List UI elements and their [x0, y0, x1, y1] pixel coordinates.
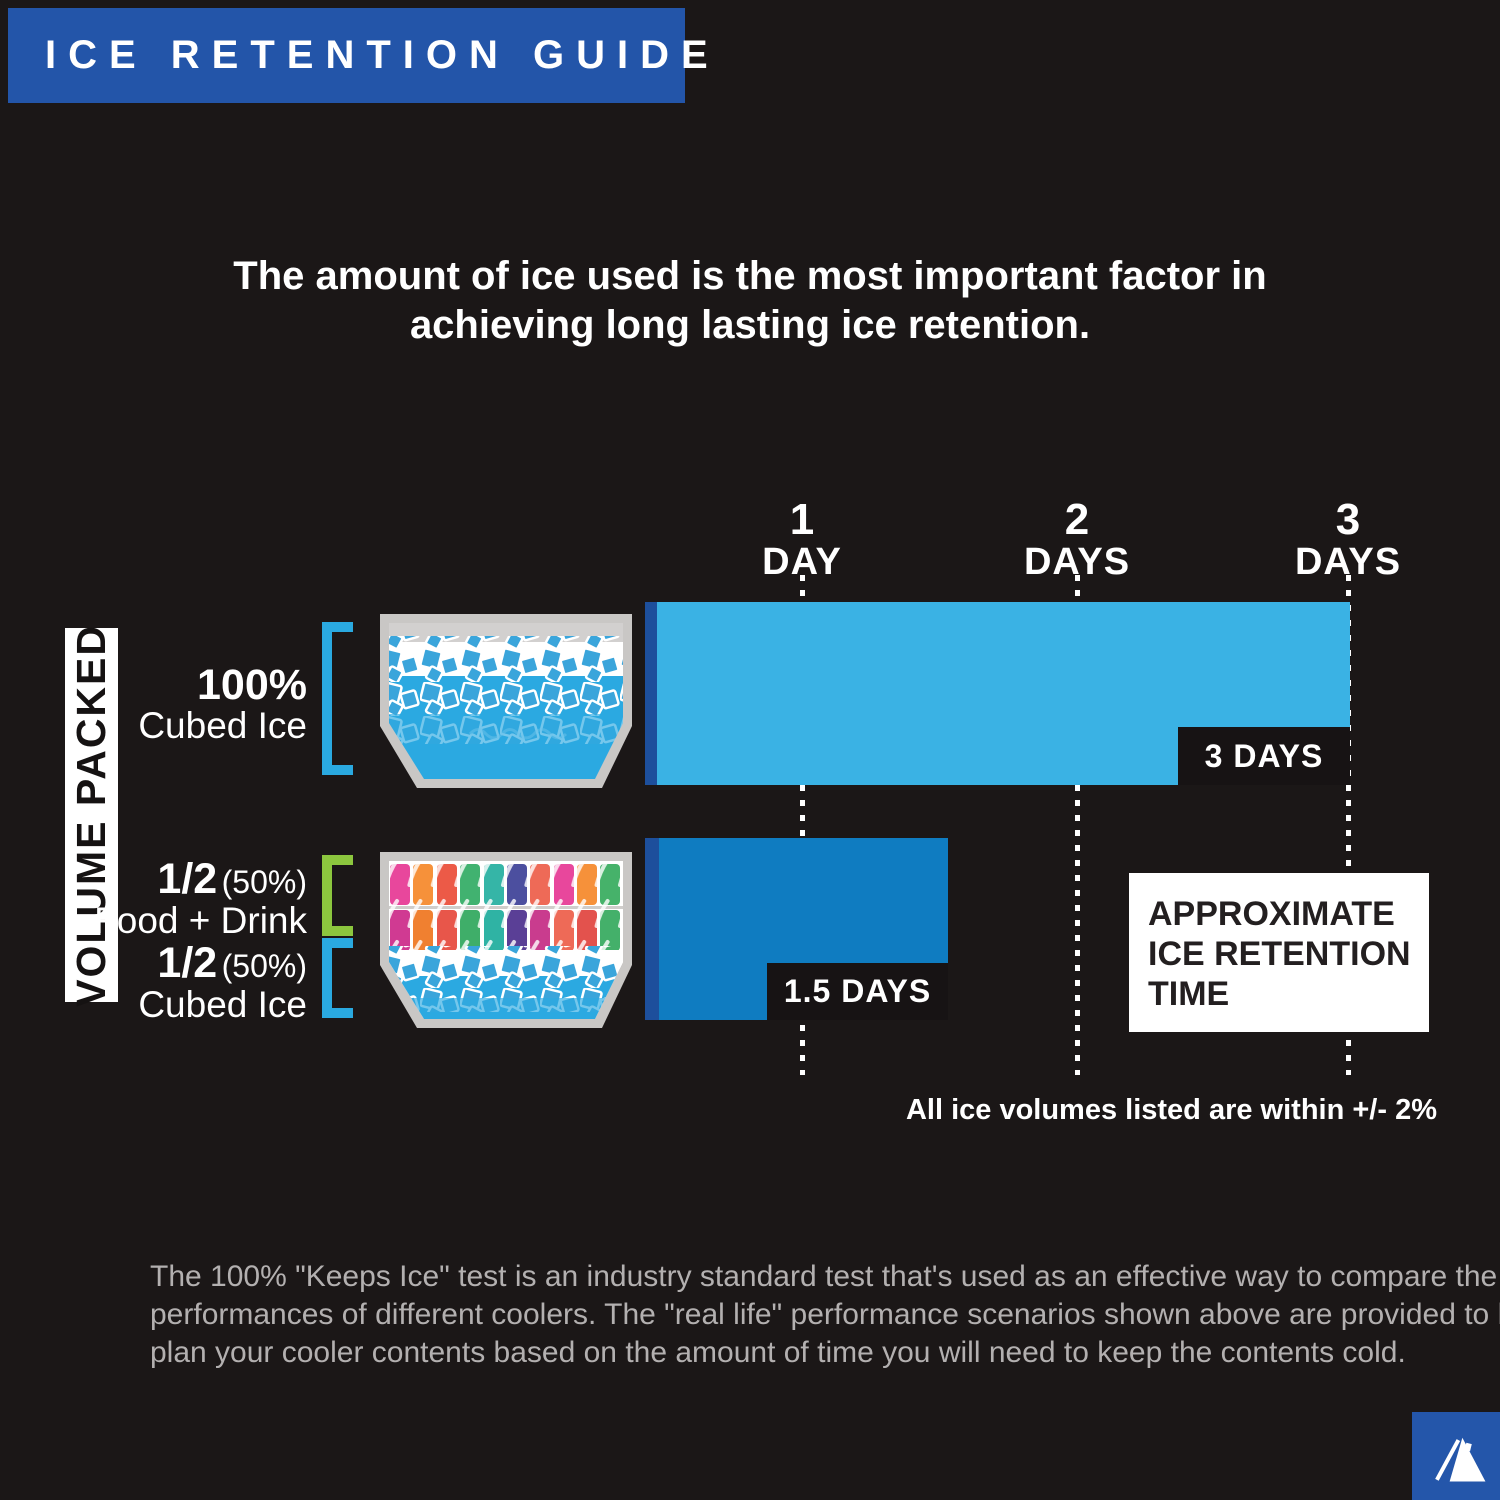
- tick-unit: DAY: [762, 541, 842, 583]
- callout-line-3: TIME: [1148, 975, 1230, 1013]
- bar-edge-accent: [645, 838, 659, 1020]
- contents-label: Cubed Ice: [138, 984, 307, 1025]
- subtitle-line-1: The amount of ice used is the most impor…: [233, 254, 1267, 298]
- bracket-100-ice: [322, 622, 353, 775]
- x-tick-2-days: 2 DAYS: [1023, 495, 1131, 583]
- tick-number: 2: [1064, 495, 1090, 544]
- contents-label: Food + Drink: [94, 900, 307, 941]
- header-banner: ICE RETENTION GUIDE: [8, 8, 708, 103]
- approximate-ice-retention-callout: APPROXIMATE ICE RETENTION TIME: [1129, 873, 1429, 1032]
- row-label-100-cubed-ice: 100% Cubed Ice: [138, 664, 307, 746]
- subtitle-line-2: achieving long lasting ice retention.: [409, 303, 1091, 347]
- x-tick-3-days: 3 DAYS: [1294, 495, 1402, 583]
- fraction-label: 1/2: [157, 855, 218, 903]
- fraction-label: 100%: [197, 661, 307, 709]
- row-label-half-cubed-ice: 1/2 (50%) Cubed Ice: [138, 942, 307, 1025]
- footnote-line-1: The 100% "Keeps Ice" test is an industry…: [150, 1260, 1500, 1293]
- callout-line-2: ICE RETENTION: [1148, 935, 1411, 973]
- footnote-line-3: plan your cooler contents based on the a…: [150, 1336, 1406, 1369]
- gridline-1-day: [800, 575, 805, 1075]
- bar-100-cubed-ice: 3 DAYS: [645, 602, 1350, 785]
- bracket-food-drink: [322, 855, 353, 936]
- gridline-3-days: [1346, 575, 1351, 1075]
- callout-line-1: APPROXIMATE: [1148, 895, 1395, 933]
- footnote-line-2: performances of different coolers. The "…: [150, 1298, 1500, 1331]
- cooler-half-ice-illustration: [380, 852, 632, 1028]
- tick-unit: DAYS: [1023, 541, 1131, 583]
- x-tick-1-day: 1 DAY: [762, 495, 842, 583]
- tolerance-note: All ice volumes listed are within +/- 2%: [905, 1094, 1437, 1126]
- page-title: ICE RETENTION GUIDE: [45, 33, 720, 77]
- contents-label: Cubed Ice: [138, 705, 307, 746]
- bar-edge-accent: [645, 602, 657, 785]
- tick-number: 3: [1335, 495, 1361, 544]
- percent-label: (50%): [221, 864, 307, 900]
- fraction-label: 1/2: [157, 939, 218, 987]
- tick-unit: DAYS: [1294, 541, 1402, 583]
- mountain-icon: [1435, 1437, 1486, 1482]
- footnote: The 100% "Keeps Ice" test is an industry…: [150, 1258, 1500, 1372]
- gridline-2-days: [1075, 575, 1080, 1075]
- bar-half-cubed-ice: 1.5 DAYS: [645, 838, 948, 1020]
- percent-label: (50%): [221, 948, 307, 984]
- bracket-half-ice: [322, 938, 353, 1018]
- chart-subtitle: The amount of ice used is the most impor…: [0, 252, 1500, 350]
- cooler-100-ice-illustration: [380, 614, 632, 788]
- tick-number: 1: [789, 495, 815, 544]
- row-label-half-food-drink: 1/2 (50%) Food + Drink: [94, 858, 307, 941]
- brand-logo-tile: [1412, 1412, 1500, 1500]
- bar-value-label: 3 DAYS: [1178, 727, 1350, 785]
- bar-value-label: 1.5 DAYS: [767, 963, 948, 1020]
- y-axis-label-volume-packed: VOLUME PACKED: [65, 624, 118, 1006]
